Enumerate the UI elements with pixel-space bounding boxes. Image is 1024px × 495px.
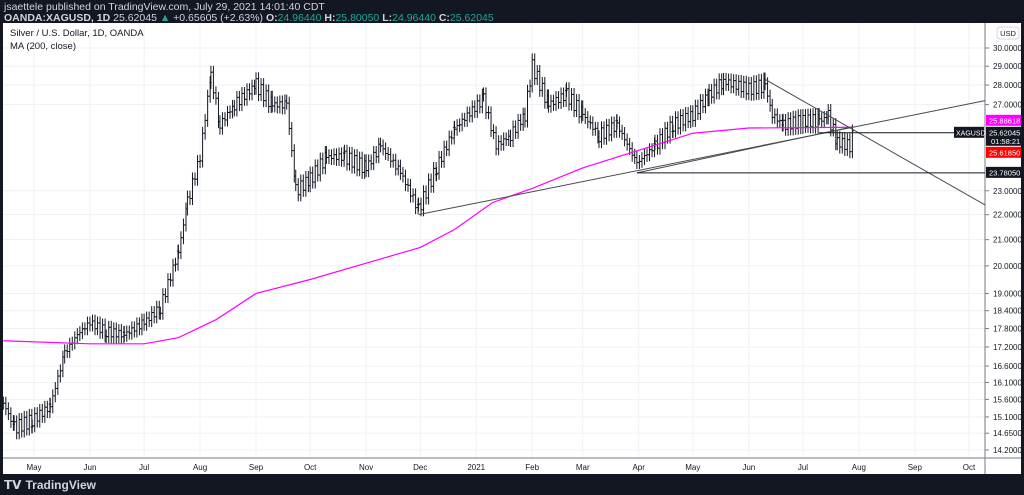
y-tick-label: 17.20000: [993, 343, 1021, 352]
y-tick-label: 14.20000: [993, 446, 1021, 455]
y-tick-label: 15.10000: [993, 413, 1021, 422]
open-label: O:: [265, 12, 278, 24]
y-tick-label: 21.00000: [993, 236, 1021, 245]
x-tick-label: Mar: [576, 463, 590, 472]
price-chart[interactable]: 30.00000 29.00000 28.00000 27.00000 23.00000…: [1, 23, 1024, 474]
y-tick-label: 30.00000: [993, 44, 1021, 53]
x-tick-label: Jul: [139, 463, 149, 472]
x-tick-label: Aug: [193, 463, 207, 472]
chart-title: Silver / U.S. Dollar, 1D, OANDA: [10, 28, 144, 39]
y-tick-label: 22.00000: [993, 211, 1021, 220]
price-label: 25.62045: [989, 128, 1020, 137]
symbol-line: OANDA:XAGUSD, 1D 25.62045 ▲ +0.65605 (+2…: [4, 13, 494, 24]
high-value: 25.80050: [335, 12, 380, 24]
y-tick-label: 29.00000: [993, 62, 1021, 71]
price-label-bg: [986, 114, 1022, 126]
currency-badge: [996, 26, 1020, 40]
price-label-bg: [986, 166, 1022, 178]
y-tick-label: 19.00000: [993, 289, 1021, 298]
x-tick-label: Jul: [798, 463, 808, 472]
x-tick-label: Sep: [249, 463, 264, 472]
x-tick-label: Jun: [84, 463, 97, 472]
ma200-line: [3, 126, 854, 345]
countdown-label: 01:58:21: [991, 137, 1020, 146]
symbol: OANDA:XAGUSD, 1D: [4, 12, 111, 24]
price-label-bg: [986, 126, 1022, 146]
tradingview-logo: 𝗧𝗩 TradingView: [4, 478, 96, 492]
trendline: [418, 100, 986, 216]
trendline: [636, 126, 852, 174]
x-tick-label: May: [26, 463, 41, 472]
y-tick-label: 27.00000: [993, 101, 1021, 110]
x-tick-label: Nov: [359, 463, 373, 472]
y-tick-label: 17.80000: [993, 325, 1021, 334]
x-tick-label: Oct: [963, 463, 976, 472]
indicator-legend: MA (200, close): [10, 41, 76, 52]
y-tick-label: 16.60000: [993, 362, 1021, 371]
high-label: H:: [324, 12, 336, 24]
price-label: 23.78050: [989, 168, 1020, 177]
last-price: 25.62045: [113, 12, 157, 24]
publisher-line: jsaettele published on TradingView.com, …: [4, 1, 325, 13]
y-tick-label: 16.10000: [993, 378, 1021, 387]
y-tick-label: 15.60000: [993, 395, 1021, 404]
y-tick-label: 18.40000: [993, 307, 1021, 316]
low-label: L:: [382, 12, 393, 24]
brand-name: TradingView: [25, 478, 96, 492]
low-value: 24.96440: [392, 12, 436, 24]
close-label: C:: [438, 12, 450, 24]
x-tick-label: Sep: [908, 463, 923, 472]
x-tick-label: Oct: [304, 463, 317, 472]
change: +0.65605 (+2.63%): [173, 12, 264, 24]
price-label: 25.61850: [989, 148, 1020, 157]
ohlc-bars: [1, 53, 854, 440]
x-tick-label: Apr: [632, 463, 645, 472]
tv-logo-icon: 𝗧𝗩: [4, 478, 22, 492]
x-tick-label: 2021: [467, 463, 485, 472]
x-tick-label: May: [685, 463, 700, 472]
x-tick-label: Aug: [852, 463, 866, 472]
y-tick-label: 20.00000: [993, 262, 1021, 271]
price-label-bg: [986, 146, 1022, 158]
symbol-tag-bg: [954, 126, 984, 138]
close-value: 25.62045: [449, 12, 494, 24]
currency-badge-label: USD: [1000, 29, 1016, 38]
x-tick-label: Dec: [413, 463, 427, 472]
price-label: 25.88618: [989, 116, 1020, 125]
symbol-tag: XAGUSD: [956, 130, 986, 137]
x-tick-label: Feb: [525, 463, 539, 472]
y-tick-label: 23.00000: [993, 187, 1021, 196]
y-tick-label: 28.00000: [993, 81, 1021, 90]
trendline: [764, 78, 986, 206]
y-tick-label: 14.65000: [993, 429, 1021, 438]
x-tick-label: Jun: [742, 463, 755, 472]
up-arrow-icon: ▲: [159, 12, 171, 24]
open-value: 24.96440: [277, 12, 322, 24]
chart-panel[interactable]: 30.00000 29.00000 28.00000 27.00000 23.00000…: [1, 23, 1024, 474]
